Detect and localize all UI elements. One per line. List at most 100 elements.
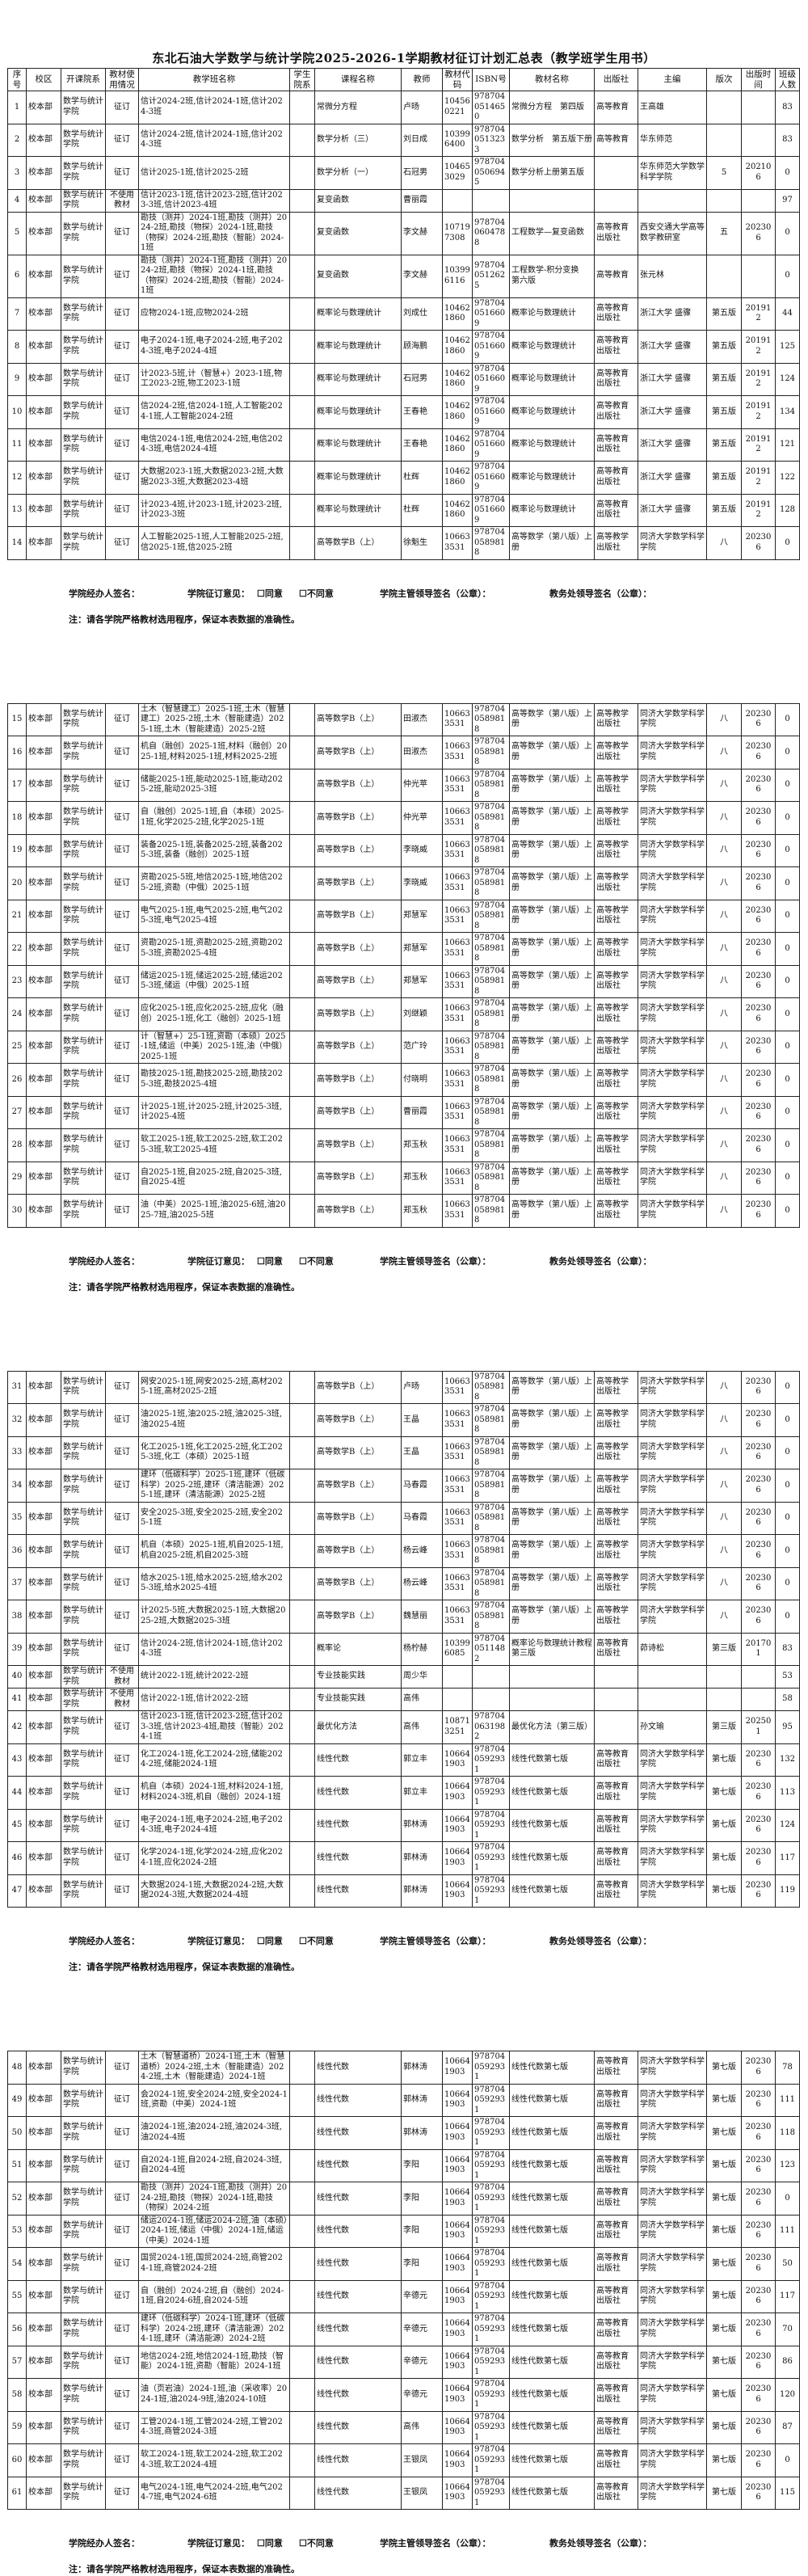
campus-cell: 校本部 [26,1874,61,1908]
textbook-code-cell: 106641903 [442,1808,473,1842]
agree-checkbox[interactable]: ☐同意 [257,1936,283,1946]
student-department-cell [289,1534,315,1568]
course-name-cell: 复变函数 [314,188,402,213]
table-row: 11 校本部 数学与统计学院 征订 电信2024-1班,电信2024-2班,电信2024… [7,428,800,462]
textbook-code-cell: 106641903 [442,2279,473,2313]
class-size-cell: 113 [775,1776,800,1810]
textbook-code-cell: 103996116 [442,254,473,298]
teacher-cell: 卢旸 [401,91,443,124]
publish-date-cell: 202306 [741,2116,776,2150]
disagree-checkbox[interactable]: ☐不同意 [299,1255,334,1267]
disagree-checkbox[interactable]: ☐不同意 [299,1936,334,1946]
department-cell: 数学与统计学院 [61,2051,106,2085]
agree-checkbox[interactable]: ☐同意 [257,2538,283,2549]
publisher-cell: 高等教育出版社 [594,2116,638,2150]
class-size-cell: 0 [775,932,800,966]
isbn-cell: 9787040589818 [472,736,510,769]
editor-cell: 同济大学数学科学学院 [638,1469,707,1503]
textbook-title-cell: 高等数学（第八版）上册 [509,899,595,933]
isbn-cell: 9787040589818 [472,1063,510,1097]
publish-date-cell: 202306 [741,2214,776,2248]
class-names-cell: 网安2025-1班,网安2025-2班,高材2025-1班,高材2025-2班 [138,1370,290,1404]
row-number-cell: 47 [7,1874,27,1908]
row-number-cell: 52 [7,2182,27,2216]
table-row: 30 校本部 数学与统计学院 征订 油（中美）2025-1班,油2025-6班,油202… [7,1194,800,1228]
textbook-code-cell: 106633531 [442,1501,473,1535]
usage-status-cell: 征订 [105,362,139,396]
edition-cell: 第七版 [706,1841,742,1875]
textbook-code-cell: 106633531 [442,866,473,900]
publisher-cell: 高等教育出版社 [594,493,638,527]
editor-cell: 同济大学数学科学学院 [638,932,707,966]
class-size-cell: 50 [775,2247,800,2281]
editor-cell: 同济大学数学科学学院 [638,1403,707,1437]
isbn-cell: 9787040592931 [472,2214,510,2248]
course-name-cell: 线性代数 [314,1874,402,1908]
isbn-cell: 9787040592931 [472,1808,510,1842]
class-names-cell: 储运2025-1班,储运2025-2班,储运2025-3班,储运（中俄）2025… [138,964,290,998]
row-number-cell: 14 [7,526,27,560]
textbook-code-cell: 106633531 [442,1030,473,1064]
textbook-code-cell: 106633531 [442,1370,473,1404]
textbook-code-cell: 104621860 [442,493,473,527]
department-cell: 数学与统计学院 [61,2345,106,2379]
campus-cell: 校本部 [26,1665,61,1689]
department-cell: 数学与统计学院 [61,1161,106,1195]
table-row: 5 校本部 数学与统计学院 征订 勘技（测井）2024-1班,勘技（测井）2024-2班… [7,211,800,255]
textbook-title-cell [509,1688,595,1711]
usage-status-cell: 征订 [105,156,139,190]
textbook-code-cell [442,1665,473,1689]
edition-cell: 八 [706,526,742,560]
student-department-cell [289,156,315,190]
table-row: 17 校本部 数学与统计学院 征订 储能2025-1班,能动2025-1班,能动2025… [7,768,800,802]
department-cell: 数学与统计学院 [61,1095,106,1129]
textbook-title-cell: 概率论与数理统计 [509,330,595,364]
edition-cell: 八 [706,1600,742,1634]
class-names-cell: 软工2025-1班,软工2025-2班,软工2025-3班,软工2025-4班 [138,1128,290,1162]
class-names-cell: 机自（本硕）2025-1班,机自2025-1班,机自2025-2班,机自2025… [138,1534,290,1568]
publisher-cell: 高等教育出版社 [594,2247,638,2281]
academic-office-signature-label: 教务处领导签名（公章）： [549,1255,652,1267]
course-name-cell: 高等数学B（上） [314,1534,402,1568]
textbook-code-cell: 106641903 [442,2247,473,2281]
campus-cell: 校本部 [26,702,61,736]
class-size-cell: 0 [775,1194,800,1228]
department-cell: 数学与统计学院 [61,211,106,255]
agree-checkbox[interactable]: ☐同意 [257,588,283,599]
publisher-cell: 高等教学出版社 [594,768,638,802]
table-row: 40 校本部 数学与统计学院 不使用教材 统计2022-1班,统计2022-2班 专业技能… [7,1665,800,1689]
publish-date-cell: 202306 [741,1469,776,1503]
row-number-cell: 3 [7,156,27,190]
usage-status-cell: 征订 [105,1632,139,1666]
editor-cell: 同济大学数学科学学院 [638,2214,707,2248]
disagree-checkbox[interactable]: ☐不同意 [299,588,334,599]
disagree-checkbox[interactable]: ☐不同意 [299,2538,334,2549]
teacher-cell: 曹丽霞 [401,188,443,213]
course-name-cell: 高等数学B（上） [314,1095,402,1129]
publish-date-cell: 202306 [741,801,776,835]
class-size-cell: 0 [775,1161,800,1195]
department-cell: 数学与统计学院 [61,362,106,396]
isbn-cell: 9787040589818 [472,1436,510,1469]
agree-checkbox[interactable]: ☐同意 [257,1255,283,1267]
isbn-cell: 9787040589818 [472,964,510,998]
teacher-cell: 李文赫 [401,254,443,298]
textbook-code-cell: 104560221 [442,91,473,124]
editor-cell: 同济大学数学科学学院 [638,2378,707,2412]
college-leader-signature-label: 学院主管领导签名（公章）： [380,2538,491,2549]
course-name-cell: 线性代数 [314,2148,402,2182]
textbook-title-cell: 高等数学（第八版）上册 [509,833,595,867]
isbn-cell: 9787040592931 [472,2410,510,2444]
publish-date-cell: 202306 [741,2345,776,2379]
textbook-code-cell: 106641903 [442,2083,473,2117]
editor-cell: 同济大学数学科学学院 [638,768,707,802]
campus-cell: 校本部 [26,188,61,213]
textbook-title-cell: 线性代数第七版 [509,2182,595,2216]
edition-cell: 第五版 [706,362,742,396]
edition-cell: 八 [706,1534,742,1568]
usage-status-cell: 征订 [105,1063,139,1097]
publish-date-cell: 202306 [741,2443,776,2477]
course-name-cell: 线性代数 [314,1743,402,1777]
usage-status-cell: 征订 [105,736,139,769]
usage-status-cell: 征订 [105,702,139,736]
